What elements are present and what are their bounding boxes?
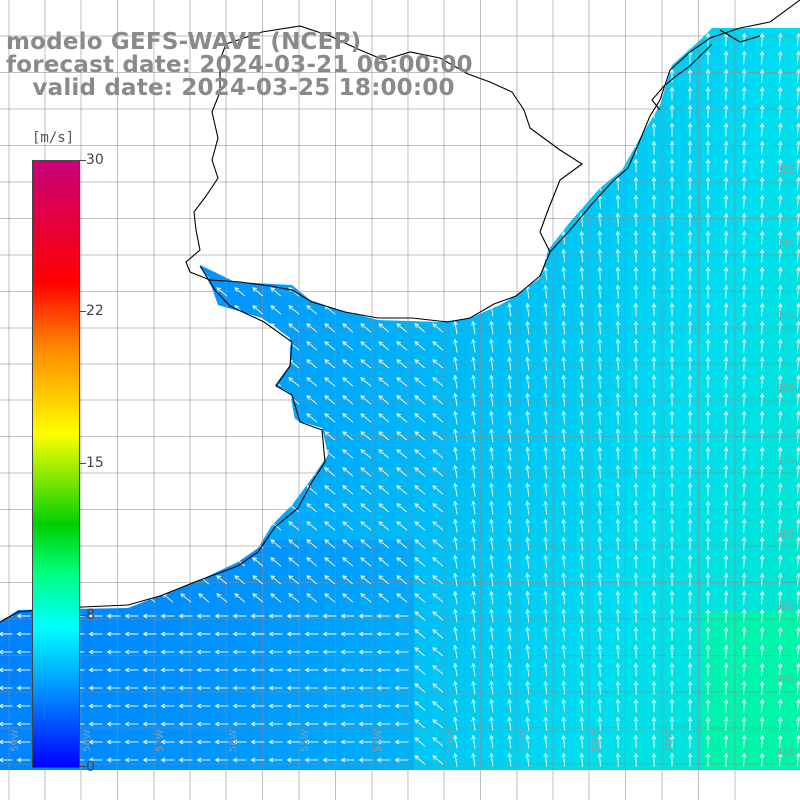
lat-label: 36S [776,383,795,394]
colorbar-label-0: 0 [86,760,95,774]
lat-label: 41S [776,747,795,758]
colorbar [32,160,80,768]
forecast-date: forecast date: 2024-03-21 06:00:00 [6,54,473,77]
lon-label: 57W [155,729,166,752]
colorbar-label-30: 30 [86,153,104,167]
lon-label: 59W [10,729,21,752]
lat-label: 34S [776,238,795,249]
lat-label: 40S [776,674,795,685]
valid-date: valid date: 2024-03-25 18:00:00 [16,77,455,100]
lon-label: 54W [373,729,384,752]
lon-label: 52W [518,729,529,752]
colorbar-unit: [m/s] [32,131,74,145]
lon-label: 58W [82,729,93,752]
colorbar-label-15: 15 [86,456,104,470]
lon-label: 50W [664,729,675,752]
colorbar-label-22: 22 [86,304,104,318]
lon-label: 56W [228,729,239,752]
lat-label: 38S [776,529,795,540]
lat-label: 35S [776,310,795,321]
colorbar-label-8: 8 [86,608,95,622]
lon-label: 51W [591,729,602,752]
model-title: modelo GEFS-WAVE (NCEP) [6,31,361,54]
lat-label: 39S [776,601,795,612]
lat-label: 37S [776,456,795,467]
lat-label: 33S [776,165,795,176]
lon-label: 53W [446,729,457,752]
lon-label: 55W [300,729,311,752]
